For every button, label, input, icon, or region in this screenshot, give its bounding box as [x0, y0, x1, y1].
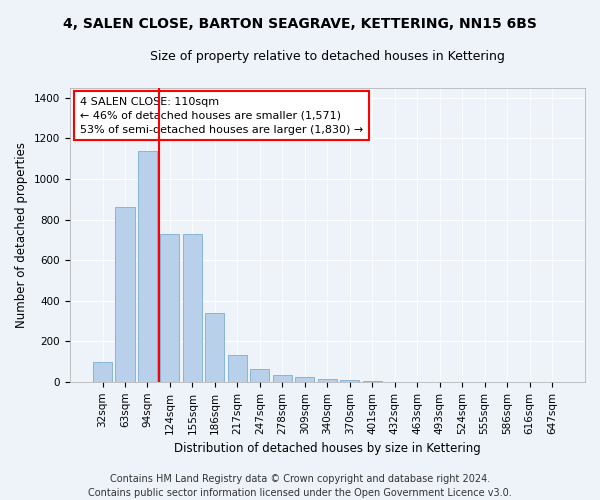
Bar — [250, 368, 269, 382]
Bar — [318, 379, 337, 382]
X-axis label: Distribution of detached houses by size in Kettering: Distribution of detached houses by size … — [174, 442, 481, 455]
Bar — [362, 381, 382, 382]
Bar — [115, 208, 134, 382]
Bar — [205, 313, 224, 382]
Text: Contains HM Land Registry data © Crown copyright and database right 2024.
Contai: Contains HM Land Registry data © Crown c… — [88, 474, 512, 498]
Bar — [93, 362, 112, 382]
Bar — [183, 234, 202, 382]
Bar — [295, 376, 314, 382]
Bar — [340, 380, 359, 382]
Bar — [160, 234, 179, 382]
Bar — [228, 356, 247, 382]
Bar — [273, 374, 292, 382]
Bar — [138, 150, 157, 382]
Title: Size of property relative to detached houses in Kettering: Size of property relative to detached ho… — [150, 50, 505, 63]
Text: 4, SALEN CLOSE, BARTON SEAGRAVE, KETTERING, NN15 6BS: 4, SALEN CLOSE, BARTON SEAGRAVE, KETTERI… — [63, 18, 537, 32]
Y-axis label: Number of detached properties: Number of detached properties — [15, 142, 28, 328]
Text: 4 SALEN CLOSE: 110sqm
← 46% of detached houses are smaller (1,571)
53% of semi-d: 4 SALEN CLOSE: 110sqm ← 46% of detached … — [80, 96, 363, 134]
